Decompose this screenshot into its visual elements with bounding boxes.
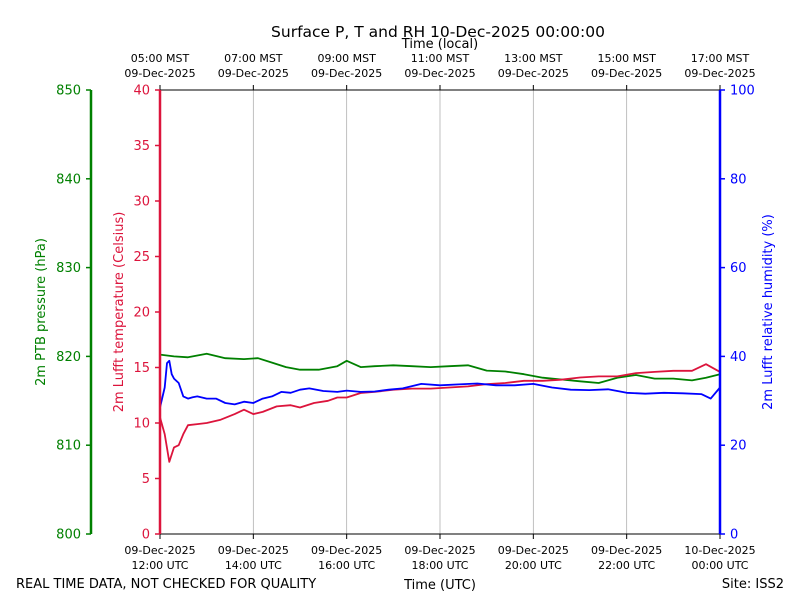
temperature-tick-label: 35 [133,139,150,154]
temperature-axis-label: 2m Lufft temperature (Celsius) [112,212,127,413]
humidity-tick-label: 20 [730,439,747,454]
utc-tick-date: 10-Dec-2025 [684,544,755,557]
utc-tick-time: 16:00 UTC [318,559,375,572]
local-tick-date: 09-Dec-2025 [404,67,475,80]
humidity-tick-label: 40 [730,350,747,365]
utc-tick-time: 14:00 UTC [225,559,282,572]
quality-notice: REAL TIME DATA, NOT CHECKED FOR QUALITY [16,577,316,592]
humidity-tick-label: 0 [730,528,738,543]
local-tick-date: 09-Dec-2025 [311,67,382,80]
x-axis-label: Time (UTC) [403,578,476,593]
utc-tick-time: 12:00 UTC [131,559,188,572]
temperature-tick-label: 20 [133,306,150,321]
top-axis-label: Time (local) [401,37,478,52]
local-tick-date: 09-Dec-2025 [684,67,755,80]
utc-tick-time: 22:00 UTC [598,559,655,572]
temperature-tick-label: 30 [133,195,150,210]
humidity-axis: 0 20 40 60 80 100 [720,84,755,543]
pressure-axis-label: 2m PTB pressure (hPa) [34,238,49,386]
local-tick-time: 07:00 MST [224,52,283,65]
utc-tick-date: 09-Dec-2025 [124,544,195,557]
utc-tick-date: 09-Dec-2025 [311,544,382,557]
utc-tick-time: 20:00 UTC [505,559,562,572]
local-tick-time: 13:00 MST [504,52,563,65]
utc-time-axis: 09-Dec-2025 12:00 UTC 09-Dec-2025 14:00 UTC… [124,534,756,572]
utc-tick-date: 09-Dec-2025 [404,544,475,557]
humidity-axis-label: 2m Lufft relative humidity (%) [761,214,776,410]
temperature-axis: 0 5 10 15 20 25 30 35 40 [133,84,160,543]
pressure-tick-label: 850 [56,84,81,99]
local-tick-time: 11:00 MST [411,52,470,65]
temperature-tick-label: 40 [133,84,150,99]
local-tick-date: 09-Dec-2025 [498,67,569,80]
temperature-tick-label: 5 [142,472,150,487]
pressure-tick-label: 800 [56,528,81,543]
local-tick-time: 09:00 MST [317,52,376,65]
pressure-tick-label: 840 [56,172,81,187]
humidity-series-line [159,359,721,408]
utc-tick-date: 09-Dec-2025 [218,544,289,557]
local-tick-time: 05:00 MST [131,52,190,65]
humidity-tick-label: 60 [730,261,747,276]
utc-tick-time: 18:00 UTC [411,559,468,572]
local-tick-date: 09-Dec-2025 [591,67,662,80]
pressure-tick-label: 830 [56,261,81,276]
humidity-tick-label: 80 [730,172,747,187]
site-label: Site: ISS2 [722,577,784,592]
temperature-tick-label: 0 [142,528,150,543]
local-tick-date: 09-Dec-2025 [218,67,289,80]
temperature-tick-label: 25 [133,250,150,265]
utc-tick-date: 09-Dec-2025 [591,544,662,557]
local-tick-time: 17:00 MST [691,52,750,65]
local-time-axis: 05:00 MST 09-Dec-2025 07:00 MST 09-Dec-2025… [124,52,756,90]
utc-tick-date: 09-Dec-2025 [498,544,569,557]
utc-tick-time: 00:00 UTC [691,559,748,572]
temperature-series-line [159,363,721,463]
chart-title: Surface P, T and RH 10-Dec-2025 00:00:00 [271,23,605,41]
temperature-tick-label: 15 [133,361,150,376]
pressure-series-line [159,352,721,384]
pressure-tick-label: 820 [56,350,81,365]
series-layer [159,352,721,463]
temperature-tick-label: 10 [133,417,150,432]
vertical-grid [252,90,628,534]
pressure-tick-label: 810 [56,439,81,454]
local-tick-time: 15:00 MST [597,52,656,65]
local-tick-date: 09-Dec-2025 [124,67,195,80]
humidity-tick-label: 100 [730,84,755,99]
pressure-axis: 800 810 820 830 840 850 [56,84,91,543]
